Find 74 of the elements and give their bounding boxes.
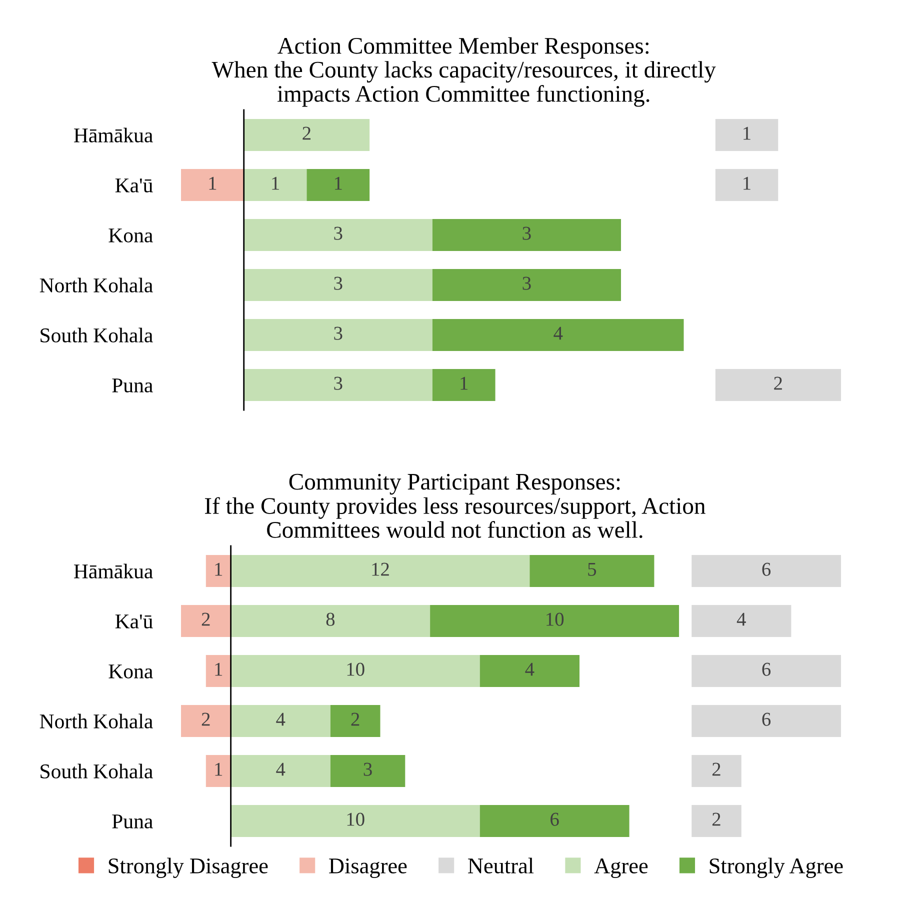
data-label: 3 [522, 226, 531, 240]
data-label: 2 [712, 762, 720, 776]
data-label: 5 [588, 562, 596, 576]
y-tick-label: Ka'ū [115, 178, 153, 192]
bar [430, 605, 680, 637]
bar [480, 805, 630, 837]
y-tick-label: Kona [108, 664, 153, 678]
bar [230, 805, 480, 837]
data-label: 4 [525, 662, 534, 676]
legend-label: Agree [594, 858, 648, 878]
data-label: 4 [554, 326, 563, 340]
bar [432, 319, 684, 351]
data-label: 1 [460, 376, 468, 390]
data-label: 6 [550, 812, 559, 826]
y-tick-label: Kona [108, 228, 153, 242]
data-label: 10 [546, 612, 564, 626]
y-tick-label: North Kohala [40, 714, 153, 728]
bar [244, 119, 370, 151]
data-label: 1 [272, 176, 279, 190]
data-label: 2 [774, 376, 782, 390]
data-label: 10 [347, 812, 364, 826]
data-label: 12 [372, 562, 389, 576]
y-tick-label: South Kohala [40, 328, 153, 342]
data-label: 3 [334, 326, 342, 340]
bar [330, 755, 406, 787]
data-label: 3 [522, 276, 531, 290]
y-tick-label: Ka'ū [115, 614, 153, 628]
chart-title: Community Participant Responses: If the County provides less resources/support, Action Committees would not function as well. [204, 474, 706, 538]
data-label: 6 [762, 662, 771, 676]
bar [432, 369, 496, 401]
data-label: 2 [712, 812, 720, 826]
data-label: 6 [762, 712, 771, 726]
data-label: 1 [215, 662, 222, 676]
data-label: 1 [334, 176, 342, 190]
bar [480, 655, 580, 687]
y-tick-label: Hāmākua [74, 564, 153, 578]
bar [244, 219, 432, 251]
data-label: 3 [334, 376, 342, 390]
data-label: 2 [202, 612, 210, 626]
data-label: 4 [276, 762, 286, 776]
y-tick-label: North Kohala [40, 278, 153, 292]
bar [244, 369, 432, 401]
legend-label: Strongly Agree [710, 858, 843, 878]
data-label: 2 [302, 126, 311, 140]
bar [530, 555, 654, 587]
data-label: 4 [736, 612, 746, 626]
bar [432, 219, 621, 251]
data-label: 8 [326, 612, 335, 626]
legend-label: Neutral [468, 858, 534, 874]
y-tick-label: Hāmākua [74, 128, 153, 142]
data-label: 1 [744, 126, 750, 140]
y-tick-label: South Kohala [40, 764, 153, 778]
data-label: 3 [334, 226, 342, 240]
data-label: 1 [744, 176, 750, 190]
legend-label: Disagree [329, 858, 407, 878]
y-tick-label: Puna [112, 814, 153, 828]
bar [432, 269, 621, 301]
data-label: 6 [762, 562, 771, 576]
data-label: 3 [334, 276, 342, 290]
legend-label: Strongly Disagree [108, 858, 268, 878]
bar [330, 705, 380, 737]
bar [306, 169, 370, 201]
y-tick-label: Puna [112, 378, 153, 392]
chart-title: Action Committee Member Responses: When the County lacks capacity/resources, it directly impacts Action Committee functioning. [212, 37, 716, 107]
data-label: 3 [364, 762, 372, 776]
data-label: 2 [202, 712, 210, 726]
data-label: 10 [347, 662, 364, 676]
bar [244, 319, 432, 351]
data-label: 2 [351, 712, 360, 726]
data-label: 1 [215, 762, 222, 776]
data-label: 4 [276, 712, 286, 726]
bar [244, 269, 432, 301]
data-label: 1 [215, 562, 222, 576]
data-label: 1 [209, 176, 216, 190]
